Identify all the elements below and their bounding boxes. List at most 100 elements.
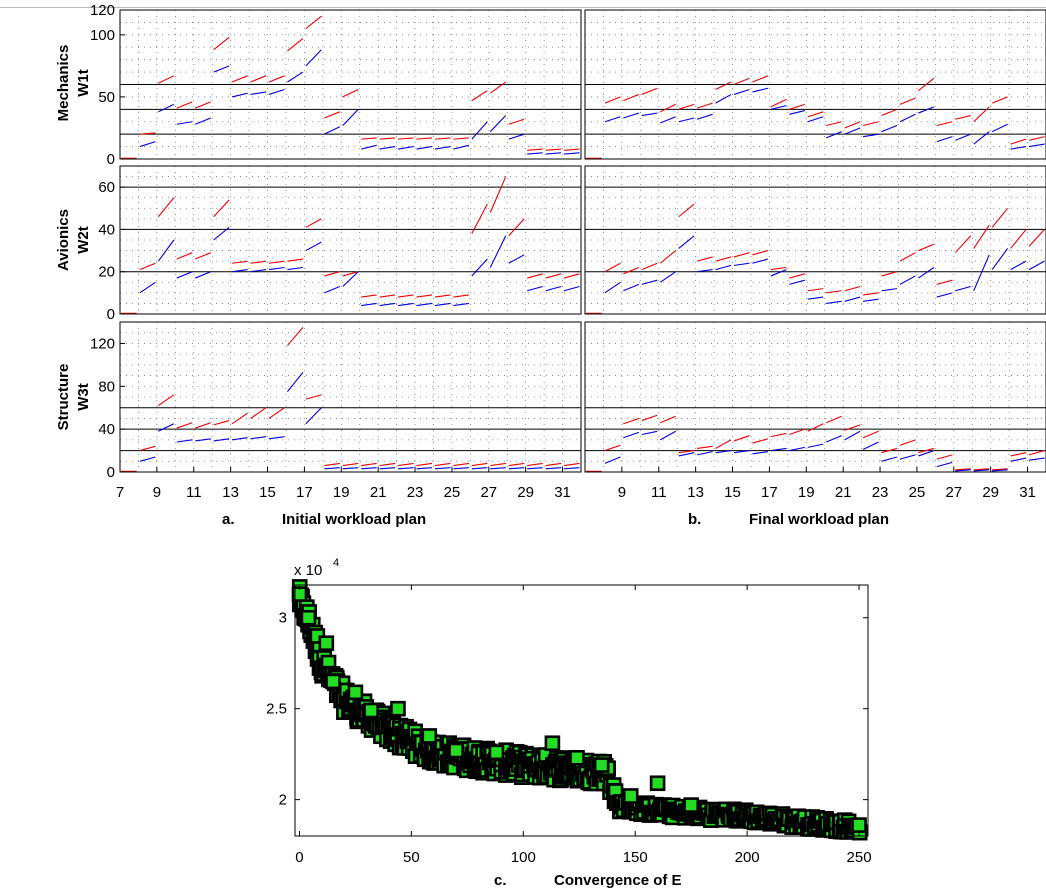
segment-blue [195,271,211,279]
x-tick-label: 9 [618,484,626,501]
segment-blue [287,372,304,392]
scatter-point [318,635,335,652]
segment-blue [955,133,971,141]
segment-red [697,445,713,449]
segment-red [139,445,156,452]
scatter-point [593,757,610,773]
segment-blue [807,296,824,300]
segment-red [604,262,621,273]
segment-blue [139,456,156,462]
segment-red [195,101,211,109]
segment-red [973,106,990,123]
segment-blue [770,447,787,452]
segment-red [361,294,377,298]
segment-blue [471,258,488,277]
x-tick-label: 250 [847,849,872,866]
segment-red [807,111,824,118]
segment-red [696,256,713,262]
panel-a: 0 50 100 120 0 20 40 60 0 40 80 120 7 9 11 13 15 17 19 21 23… [90,2,582,501]
y-tick-label: 40 [98,221,115,238]
segment-red [287,327,304,346]
axes-frame [584,321,1046,473]
segment-blue [324,286,341,294]
segment-red [918,243,935,252]
segment-blue [1028,143,1045,148]
y-tick-label: 0 [107,151,115,168]
segment-blue [844,296,861,302]
segment-red [176,101,193,109]
segment-red [936,454,953,460]
segment-red [250,75,267,83]
segment-red [770,266,787,271]
segment-blue [807,116,824,123]
segment-red [324,271,340,277]
segment-red [250,260,267,264]
segment-blue [789,110,805,115]
segment-blue [416,302,433,307]
segment-blue [697,269,713,273]
segment-blue [176,439,193,443]
segment-red [936,121,953,127]
ylabel-w1t: W1t [75,69,92,97]
scatter-point [683,797,699,813]
segment-red [715,439,732,449]
segment-red [287,258,303,262]
segment-blue [991,123,1008,133]
segment-blue [752,258,769,264]
segment-blue [973,469,990,472]
scatter-point [448,742,464,759]
segment-red [973,468,990,471]
segment-blue [696,113,713,120]
segment-red [789,273,805,279]
segment-red [250,407,267,419]
segment-red [881,447,898,454]
caption-c-text: Convergence of E [554,872,682,889]
segment-red [176,422,193,429]
segment-blue [342,271,359,287]
x-tick-label: 13 [222,484,239,501]
segment-blue [471,121,488,140]
caption-b-text: Final workload plan [749,511,889,528]
x-tick-label: 21 [835,484,852,501]
segment-blue [563,467,580,470]
segment-red [973,224,990,249]
segment-blue [250,91,267,95]
x-tick-label: 15 [259,484,276,501]
x-tick-label: 31 [1019,484,1036,501]
segment-red [139,262,156,271]
segment-red [659,103,676,113]
segment-blue [213,438,230,442]
segment-blue [1010,260,1027,271]
segment-blue [733,262,750,266]
segment-blue [471,467,488,470]
segment-blue [715,450,732,454]
segment-blue [844,127,861,135]
caption-b-label: b. [688,511,701,528]
y-tick-label: 2.5 [266,701,287,718]
segment-red [416,137,433,140]
scatter-point [488,744,505,761]
segment-red [398,137,414,140]
segment-blue [361,144,377,150]
x-tick-label: 25 [444,484,461,501]
segment-blue [232,269,248,273]
segment-red [342,462,359,467]
segment-blue [623,283,640,292]
segment-blue [176,271,193,279]
segment-blue [453,302,469,307]
subplot-b-1 [584,165,1046,315]
segment-blue [250,269,267,273]
segment-blue [305,49,322,67]
segment-red [361,462,377,467]
axes-frame [119,9,582,160]
x-tick-label: 27 [945,484,962,501]
scatter-point [569,749,585,766]
segment-blue [508,467,525,470]
segment-blue [844,430,861,441]
ylabel-structure: Structure [55,364,72,431]
segment-blue [863,298,879,302]
segment-red [416,294,433,298]
segment-red [231,75,248,83]
segment-red [844,424,861,431]
segment-blue [678,452,695,457]
